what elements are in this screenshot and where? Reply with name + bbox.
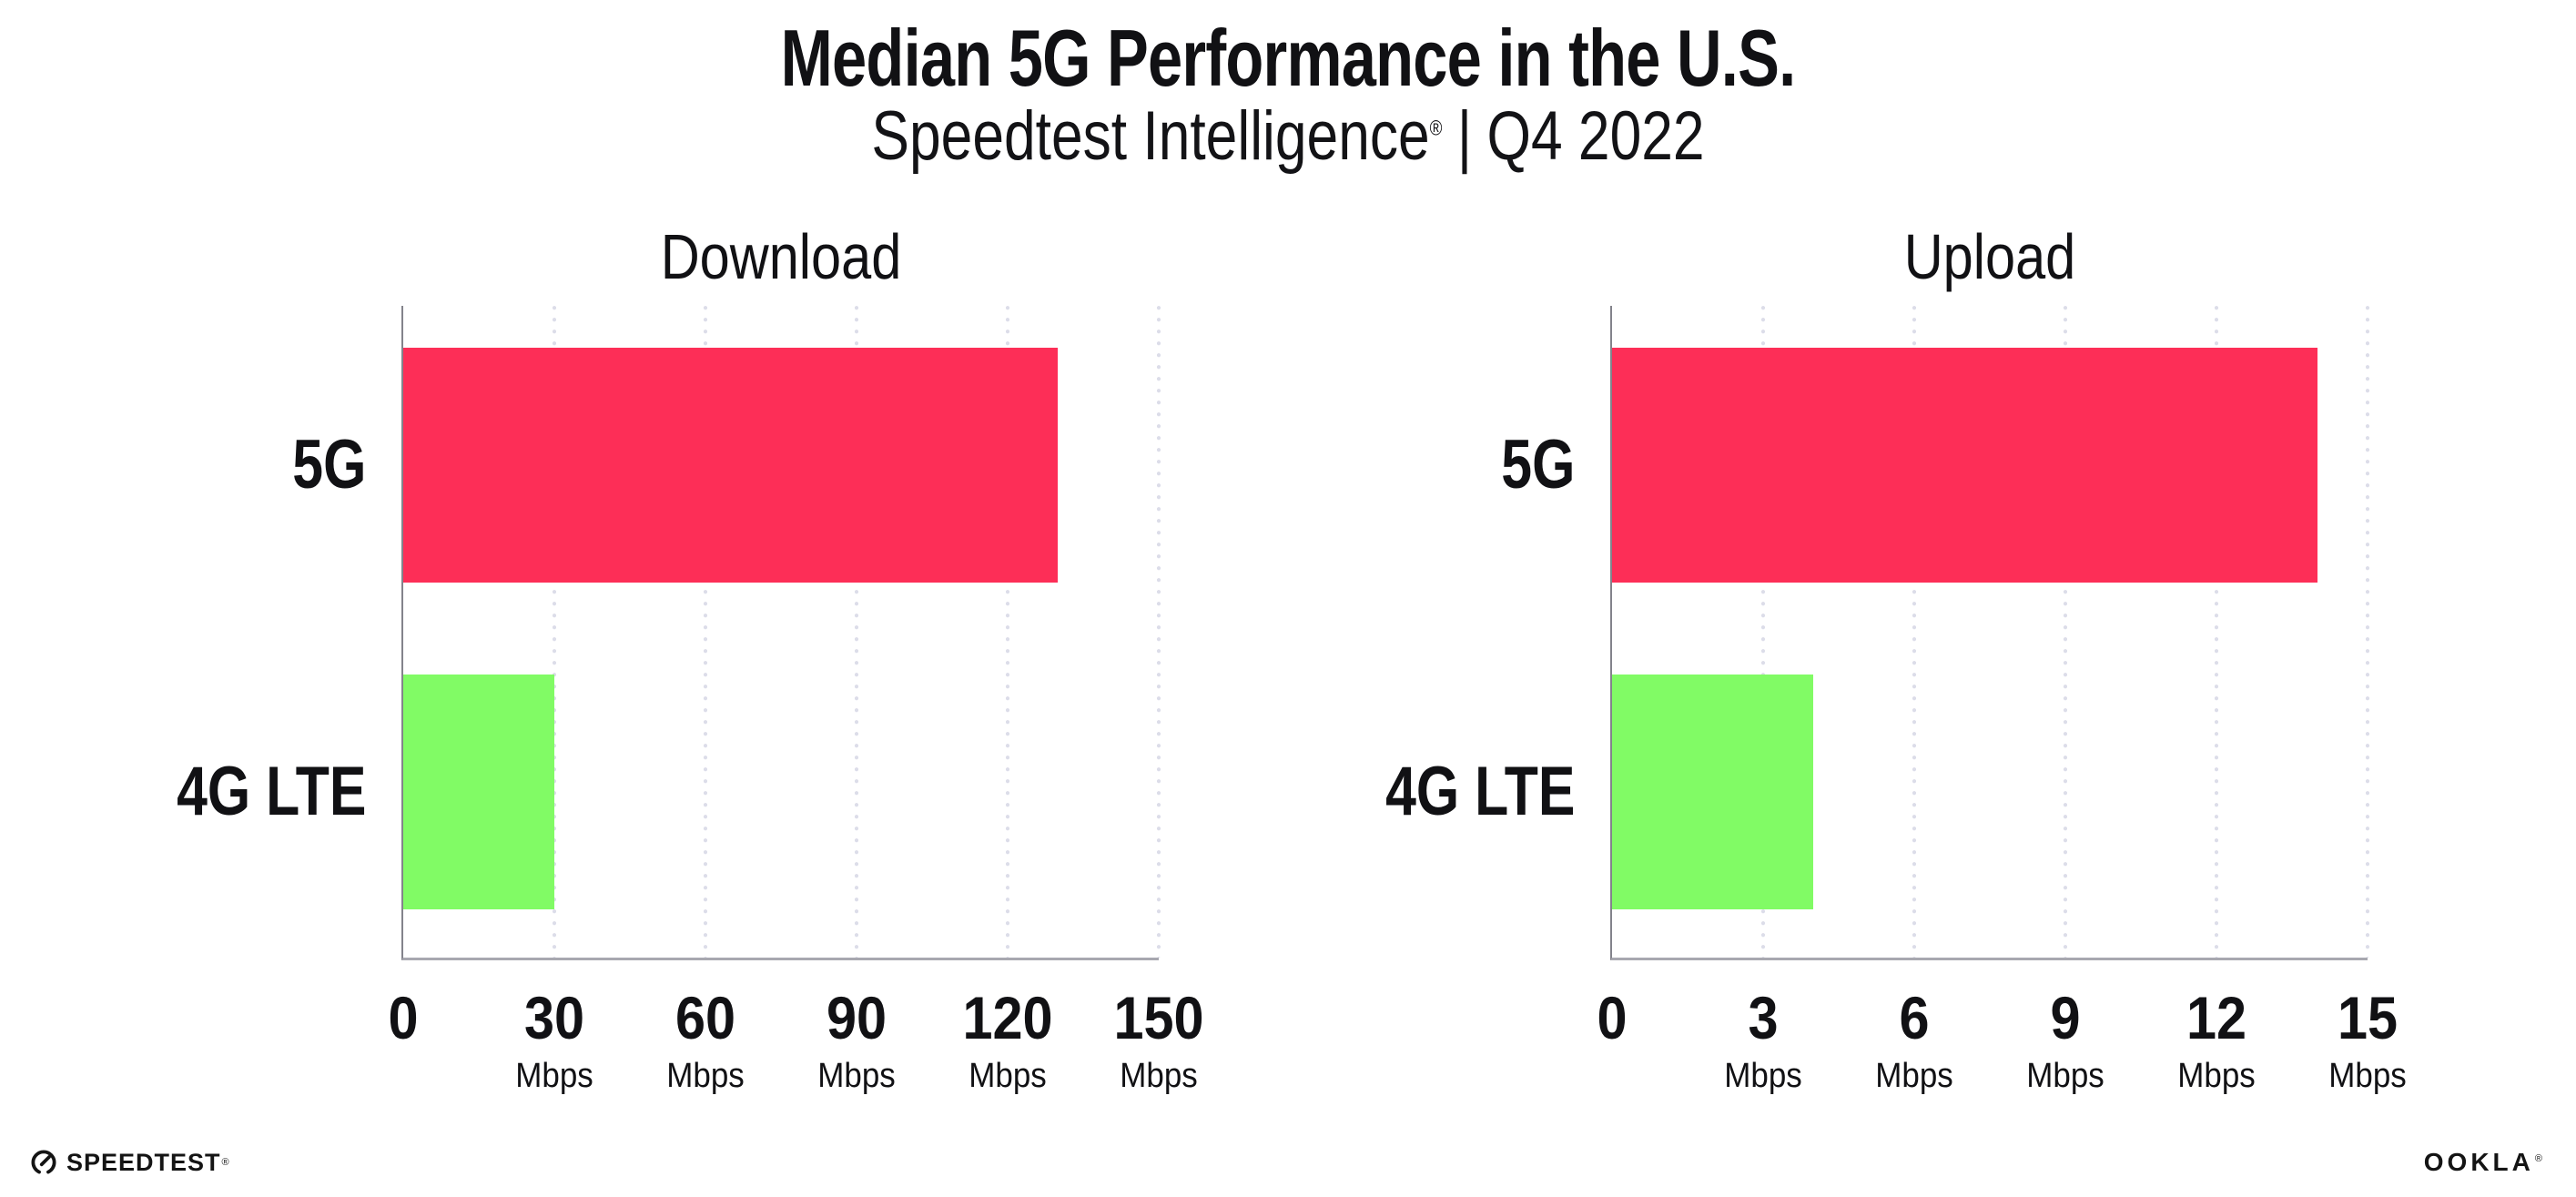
x-tick-unit: Mbps: [2177, 1057, 2256, 1096]
x-tick-unit: Mbps: [2328, 1057, 2407, 1096]
x-tick-value: 150: [1113, 984, 1204, 1052]
figure-header: Median 5G Performance in the U.S. Speedt…: [0, 0, 2576, 173]
download-chart-title: Download: [660, 221, 902, 293]
x-tick-value: 120: [962, 984, 1053, 1052]
gridline-6-mbps: [1912, 306, 1916, 959]
bar-4g-lte: [403, 675, 554, 910]
registered-mark: ®: [1429, 117, 1443, 141]
x-tick-unit: Mbps: [1724, 1057, 1802, 1096]
gridline-150-mbps: [1157, 306, 1161, 959]
upload-plot-area: [1610, 306, 2369, 961]
page-title: Median 5G Performance in the U.S.: [780, 13, 1797, 103]
download-plot-zone: 5G 4G LTE: [48, 306, 1161, 961]
x-tick-value: 30: [523, 984, 585, 1052]
x-tick-value: 60: [674, 984, 736, 1052]
figure-footer: SPEEDTEST ® OOKLA®: [30, 1148, 2546, 1177]
x-tick-value: 3: [1748, 984, 1779, 1052]
bar-5g: [403, 348, 1059, 583]
x-tick-unit: Mbps: [515, 1057, 593, 1096]
x-tick-unit: Mbps: [2026, 1057, 2104, 1096]
ookla-wordmark: OOKLA: [2423, 1148, 2534, 1176]
category-label-4g-lte: 4G LTE: [1384, 753, 1575, 831]
page-subtitle: Speedtest Intelligence® | Q4 2022: [232, 100, 2345, 173]
x-tick-0: 0: [1596, 988, 1629, 1048]
bar-5g: [1612, 348, 2317, 583]
download-plot-area: [401, 306, 1161, 961]
speedtest-gauge-icon: [31, 1150, 56, 1175]
speedtest-registered-mark: ®: [221, 1157, 229, 1168]
x-tick-value: 0: [388, 984, 419, 1052]
x-tick-value: 90: [826, 984, 887, 1052]
subtitle-separator: |: [1456, 97, 1473, 176]
charts-row: Download 5G 4G LTE 0 30 Mbps 60 Mbps 90 Mbps 120…: [0, 220, 2576, 1093]
x-tick-90: 90 Mbps: [815, 988, 899, 1093]
x-tick-0: 0: [387, 988, 421, 1048]
x-tick-unit: Mbps: [817, 1057, 896, 1096]
gridline-120-mbps: [1006, 306, 1009, 959]
upload-x-axis-ticks: 0 3 Mbps 6 Mbps 9 Mbps 12 Mbps 15 Mbps: [1597, 958, 2406, 1093]
x-tick-120: 120 Mbps: [958, 988, 1058, 1093]
ookla-logo: OOKLA®: [2424, 1148, 2546, 1177]
gridline-3-mbps: [1761, 306, 1765, 959]
bar-4g-lte: [1612, 675, 1814, 910]
speedtest-wordmark: SPEEDTEST: [66, 1148, 221, 1176]
x-tick-150: 150 Mbps: [1109, 988, 1209, 1093]
x-tick-6: 6 Mbps: [1872, 988, 1957, 1093]
x-tick-12: 12 Mbps: [2175, 988, 2259, 1093]
category-label-5g: 5G: [291, 426, 366, 504]
x-tick-30: 30 Mbps: [512, 988, 597, 1093]
gridline-90-mbps: [855, 306, 858, 959]
download-chart-panel: Download 5G 4G LTE 0 30 Mbps 60 Mbps 90 Mbps 120…: [48, 220, 1204, 1093]
x-tick-unit: Mbps: [1875, 1057, 1953, 1096]
upload-chart-panel: Upload 5G 4G LTE 0 3 Mbps 6 Mbps 9 Mbps 12 Mbps 15…: [1257, 220, 2407, 1093]
subtitle-brand: Speedtest Intelligence: [871, 97, 1430, 176]
gridline-12-mbps: [2215, 306, 2218, 959]
x-tick-value: 15: [2337, 984, 2399, 1052]
ookla-registered-mark: ®: [2534, 1152, 2546, 1164]
x-tick-value: 6: [1899, 984, 1930, 1052]
category-label-4g-lte: 4G LTE: [176, 753, 366, 831]
download-x-axis-ticks: 0 30 Mbps 60 Mbps 90 Mbps 120 Mbps 150 Mbps: [388, 958, 1203, 1093]
x-tick-value: 12: [2186, 984, 2247, 1052]
speedtest-logo: SPEEDTEST ®: [30, 1149, 229, 1177]
gridline-30-mbps: [553, 306, 556, 959]
x-tick-unit: Mbps: [666, 1057, 745, 1096]
x-tick-value: 9: [2050, 984, 2081, 1052]
category-label-5g: 5G: [1500, 426, 1575, 504]
subtitle-period: Q4 2022: [1486, 97, 1705, 176]
x-tick-9: 9 Mbps: [2023, 988, 2108, 1093]
x-tick-unit: Mbps: [969, 1057, 1047, 1096]
gridline-9-mbps: [2064, 306, 2067, 959]
gridline-60-mbps: [704, 306, 707, 959]
gridline-15-mbps: [2366, 306, 2369, 959]
x-tick-value: 0: [1597, 984, 1628, 1052]
x-tick-3: 3 Mbps: [1721, 988, 1806, 1093]
x-tick-15: 15 Mbps: [2326, 988, 2410, 1093]
x-tick-60: 60 Mbps: [664, 988, 748, 1093]
upload-plot-zone: 5G 4G LTE: [1257, 306, 2369, 961]
upload-chart-title: Upload: [1903, 221, 2076, 293]
x-tick-unit: Mbps: [1120, 1057, 1198, 1096]
